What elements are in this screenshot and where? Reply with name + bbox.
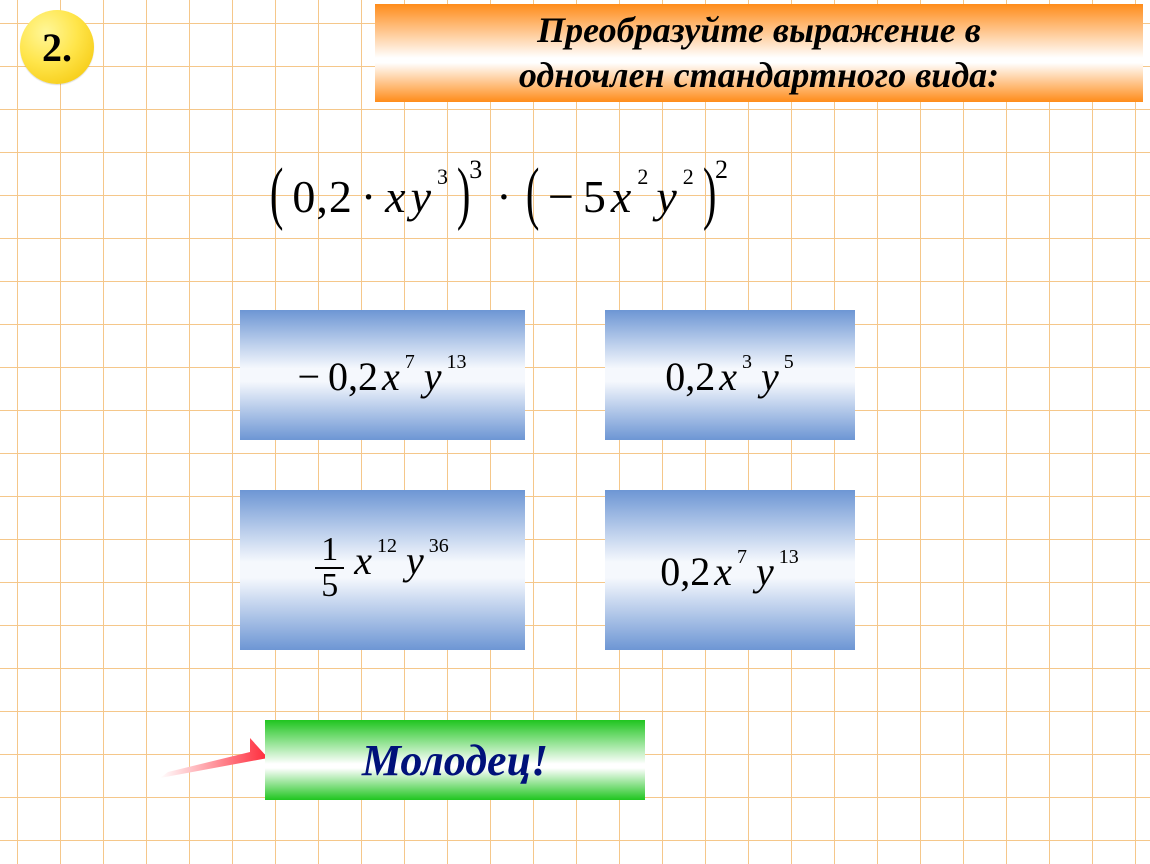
- expr-b-coef: 5: [583, 171, 607, 222]
- title-line1: Преобразуйте выражение в: [537, 10, 981, 50]
- expr-mid-dot: ·: [492, 171, 516, 222]
- title-box: Преобразуйте выражение в одночлен станда…: [375, 4, 1143, 102]
- answer-option-2[interactable]: 0,2 x 3 y 5: [605, 310, 855, 440]
- answer-1-text: − 0,2 x 7 y 13: [297, 351, 467, 400]
- expr-a-outer-exp: 3: [469, 155, 488, 184]
- pointer-arrow: [160, 730, 280, 785]
- answer-3-text: 1 5 x 12 y 36: [315, 535, 450, 605]
- expr-b-y: y: [652, 171, 677, 222]
- expr-a-y: y: [411, 171, 432, 222]
- question-number-badge: 2.: [20, 10, 94, 84]
- answer-3-fraction: 1 5: [315, 533, 344, 603]
- expr-a-coef: 0,2: [292, 171, 353, 222]
- praise-text: Молодец!: [362, 735, 548, 786]
- expr-b-x: x: [611, 171, 632, 222]
- answer-4-text: 0,2 x 7 y 13: [660, 546, 800, 595]
- answer-option-3[interactable]: 1 5 x 12 y 36: [240, 490, 525, 650]
- expr-a-dot: ·: [357, 171, 381, 222]
- answer-2-text: 0,2 x 3 y 5: [665, 351, 795, 400]
- answer-option-1[interactable]: − 0,2 x 7 y 13: [240, 310, 525, 440]
- title-line2: одночлен стандартного вида:: [519, 55, 999, 95]
- expr-b-y-exp: 2: [682, 164, 694, 189]
- expr-a-x: x: [385, 171, 406, 222]
- question-number-text: 2.: [42, 24, 72, 71]
- answer-option-4[interactable]: 0,2 x 7 y 13: [605, 490, 855, 650]
- main-expression: ( 0,2 · x y 3 ) 3 · ( − 5 x 2 y 2 ) 2: [265, 155, 734, 223]
- expr-b-neg: −: [548, 171, 579, 222]
- praise-box: Молодец!: [265, 720, 645, 800]
- expr-b-x-exp: 2: [636, 164, 648, 189]
- title-text: Преобразуйте выражение в одночлен станда…: [519, 8, 999, 98]
- expr-b-outer-exp: 2: [715, 155, 734, 184]
- expr-a-y-exp: 3: [436, 164, 448, 189]
